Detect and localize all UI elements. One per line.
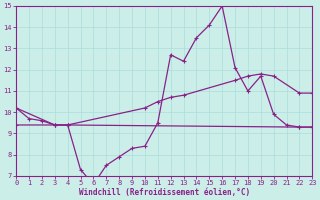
X-axis label: Windchill (Refroidissement éolien,°C): Windchill (Refroidissement éolien,°C) bbox=[79, 188, 250, 197]
